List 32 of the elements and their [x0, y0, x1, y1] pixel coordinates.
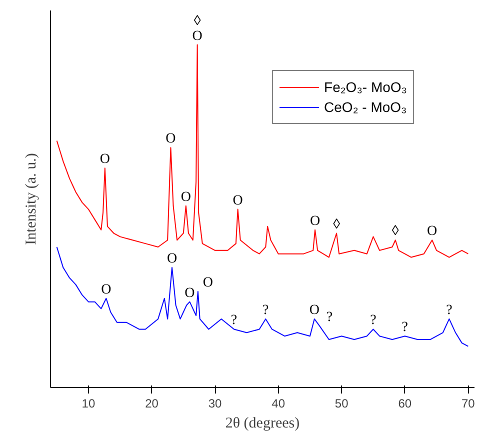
- annotation: O: [184, 286, 195, 301]
- annotation: O: [180, 190, 191, 205]
- annotation: O: [232, 193, 243, 208]
- annotation: ?: [262, 302, 269, 318]
- annotation: O: [166, 132, 176, 147]
- x-axis-title: 2θ (degrees): [225, 416, 300, 432]
- legend-label: Fe₂O₃- MoO₃: [324, 79, 407, 95]
- annotation: O: [202, 276, 214, 291]
- annotation: ?: [326, 310, 333, 325]
- annotation: O: [166, 252, 178, 267]
- annotation: O: [192, 28, 202, 44]
- y-axis-title: Intensity (a. u.): [24, 153, 40, 245]
- annotation: ?: [370, 313, 376, 328]
- annotation: O: [100, 152, 110, 168]
- annotation: ◊: [194, 14, 201, 29]
- legend-label: CeO₂ - MoO₃: [324, 99, 407, 115]
- x-tick-label: 60: [398, 396, 412, 410]
- annotation: ◊: [392, 224, 399, 240]
- x-tick-label: 20: [145, 396, 159, 410]
- annotation: O: [310, 214, 320, 229]
- x-tick-label: 40: [272, 396, 286, 410]
- x-tick-label: 10: [82, 396, 96, 410]
- annotation: O: [101, 282, 112, 298]
- annotation: O: [427, 224, 438, 240]
- x-tick-label: 70: [462, 396, 476, 410]
- annotation: ?: [446, 302, 452, 318]
- annotation: ?: [402, 320, 408, 336]
- x-tick-label: 30: [208, 396, 222, 410]
- annotation: ◊: [333, 217, 340, 232]
- x-tick-label: 50: [334, 396, 349, 410]
- annotation: O: [309, 302, 320, 318]
- annotation: ?: [230, 313, 238, 328]
